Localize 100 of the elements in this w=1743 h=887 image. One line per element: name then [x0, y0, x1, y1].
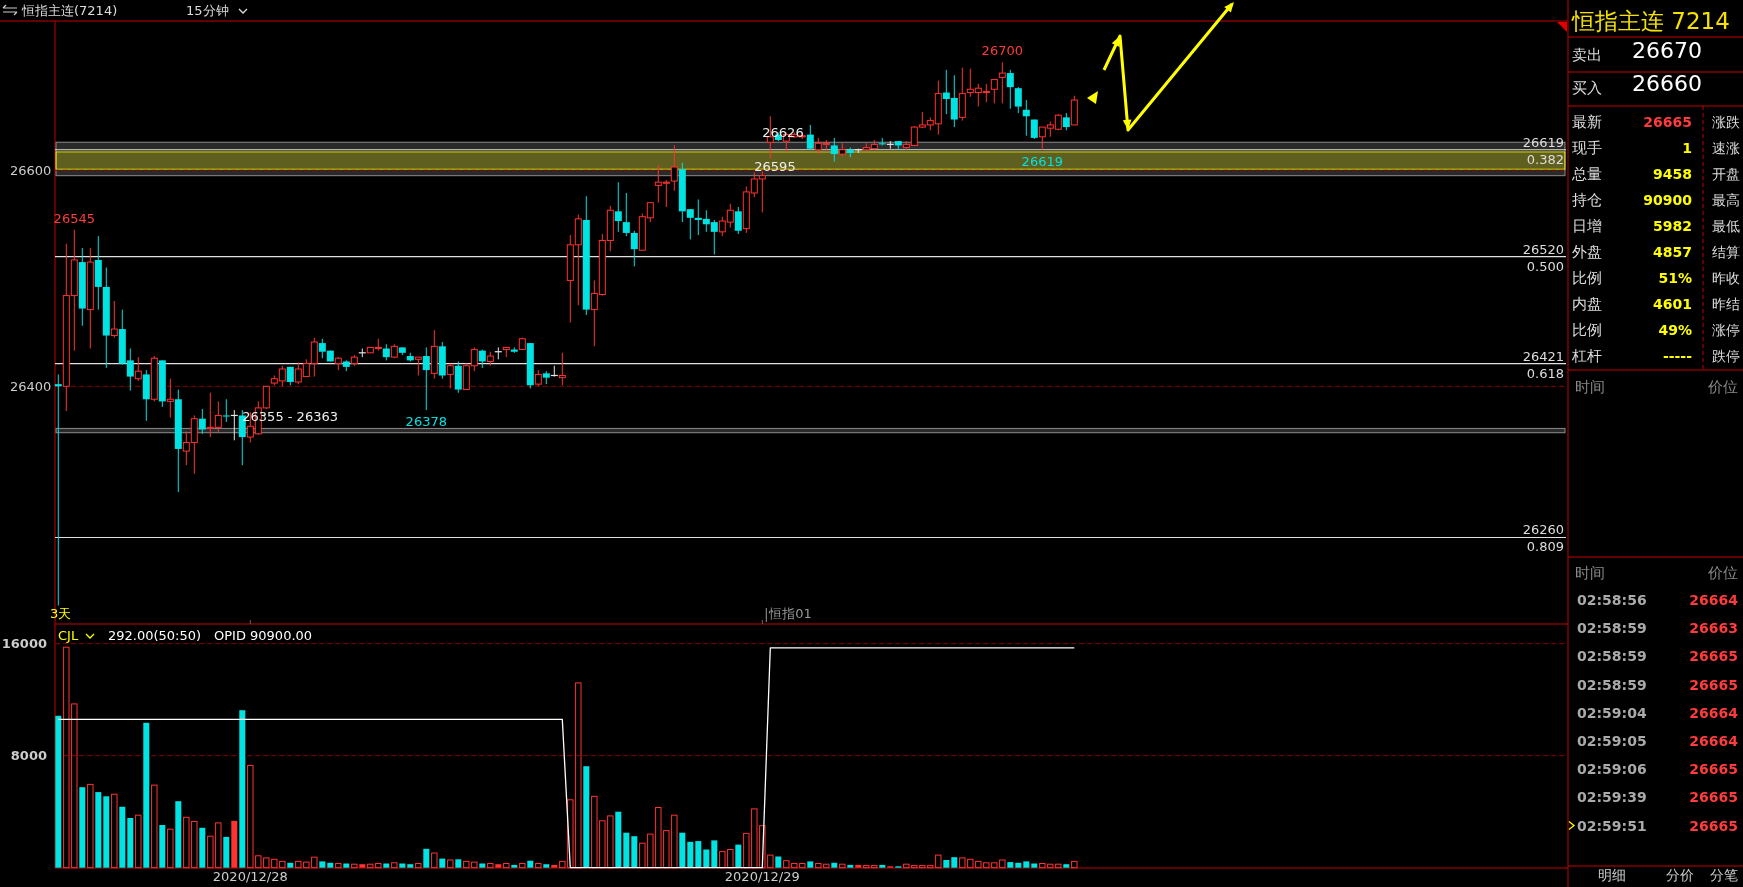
text: 02:59:51	[1577, 817, 1647, 834]
bar	[735, 844, 742, 868]
bar	[87, 783, 94, 869]
bar	[855, 864, 862, 868]
category-label: 最高	[1712, 192, 1740, 208]
annotation: OPID 90900.00	[214, 628, 313, 643]
ref-line-label: 26421	[1522, 348, 1564, 364]
bar	[391, 862, 398, 869]
candlestick	[806, 124, 814, 151]
data-label: 26665	[1643, 114, 1692, 130]
bar	[103, 796, 110, 868]
candlestick	[414, 356, 422, 376]
annotation: CJL	[58, 628, 79, 643]
x-tick-label: 2020/12/29	[724, 869, 800, 884]
category-label: 最低	[1712, 218, 1740, 234]
bar	[679, 832, 686, 868]
bar	[231, 820, 238, 868]
bar	[239, 710, 246, 868]
candlestick	[1014, 86, 1022, 114]
category-label: 比例	[1572, 269, 1602, 287]
data-label: 5982	[1653, 218, 1692, 234]
bar	[111, 793, 118, 869]
bar	[711, 840, 718, 868]
bar	[703, 849, 710, 868]
text: 02:59:06	[1577, 761, 1647, 778]
category-label: 外盘	[1572, 243, 1602, 261]
text: 02:59:05	[1577, 733, 1647, 749]
bar	[423, 848, 430, 868]
candlestick	[670, 144, 678, 192]
bar	[135, 814, 142, 869]
bar	[1015, 862, 1022, 868]
category-label: 开盘	[1712, 166, 1740, 182]
candlestick	[454, 360, 462, 394]
bar	[527, 860, 534, 868]
candlestick	[998, 61, 1006, 104]
candlestick	[614, 181, 622, 233]
category-label: 日增	[1572, 217, 1602, 235]
category-label: 总量	[1571, 165, 1602, 183]
annotation: 26545	[53, 210, 95, 226]
text: 02:58:59	[1577, 648, 1647, 665]
bar	[431, 852, 438, 869]
text: 26664	[1689, 733, 1739, 749]
candlestick	[558, 352, 566, 386]
text: 恒指主连 7214	[1571, 8, 1730, 34]
bar	[223, 836, 230, 868]
bar	[687, 841, 694, 868]
bar	[415, 863, 422, 869]
text: 明细	[1598, 867, 1626, 883]
y-tick-label: 26600	[10, 162, 52, 178]
annotation: 26619	[1021, 153, 1063, 169]
bar	[831, 862, 838, 868]
text: 26665	[1689, 761, 1738, 778]
bar	[199, 827, 206, 868]
annotation: 26700	[981, 43, 1023, 59]
bar	[623, 832, 630, 868]
bar	[287, 862, 294, 868]
text: 26665	[1689, 789, 1738, 806]
annotation: 恒指01	[768, 606, 812, 621]
bar	[631, 836, 638, 868]
bar	[175, 801, 182, 868]
bar	[1007, 862, 1014, 868]
data-label: 51%	[1658, 270, 1692, 286]
bar	[151, 784, 158, 869]
text: 26660	[1632, 71, 1702, 96]
text: 26663	[1689, 620, 1738, 637]
candlestick	[446, 363, 454, 389]
category-label: 涨跌	[1712, 114, 1740, 130]
bar	[879, 864, 886, 868]
text: 26665	[1689, 676, 1738, 693]
bar	[943, 860, 950, 868]
candlestick	[422, 346, 430, 411]
data-label: 4601	[1653, 296, 1692, 312]
category-label: 内盘	[1572, 295, 1602, 313]
text: 02:58:56	[1577, 592, 1647, 608]
annotation: 26378	[405, 414, 447, 430]
bar	[127, 818, 134, 868]
bar	[383, 863, 390, 868]
bar	[479, 863, 486, 868]
text: 时间	[1575, 378, 1605, 396]
bar	[55, 715, 62, 868]
candlestick	[54, 373, 62, 607]
annotation: 292.00(50:50)	[108, 628, 202, 643]
category-label: 比例	[1572, 321, 1602, 339]
text: 分笔	[1710, 867, 1738, 883]
data-label: -----	[1662, 348, 1693, 364]
ref-line-label: 26520	[1522, 241, 1564, 257]
data-label: 1	[1682, 140, 1692, 156]
candlestick	[110, 300, 118, 339]
category-label: 涨停	[1712, 322, 1740, 338]
category-label: 杠杆	[1571, 347, 1602, 365]
bar	[343, 863, 350, 868]
text: 价位	[1707, 378, 1738, 396]
bar	[1063, 864, 1070, 868]
annotation: 0.382	[1526, 151, 1564, 167]
category-label: 最新	[1572, 113, 1602, 131]
category-label: 速涨	[1712, 140, 1740, 156]
bar	[535, 863, 542, 869]
candlestick	[478, 349, 486, 369]
category-label: 昨收	[1712, 270, 1740, 286]
bar	[511, 864, 518, 868]
